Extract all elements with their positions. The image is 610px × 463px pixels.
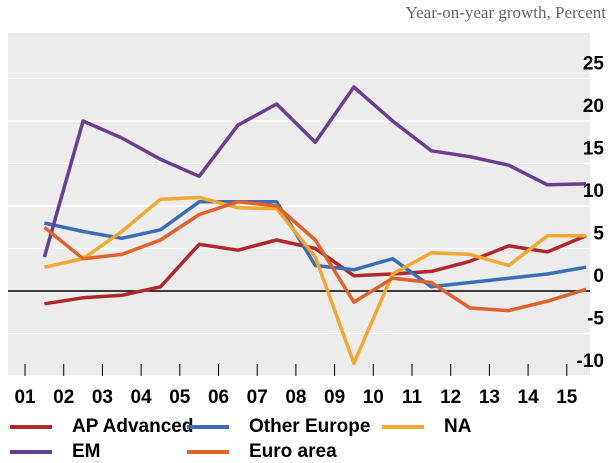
- y-tick-label: 25: [583, 54, 605, 75]
- y-tick-label: 15: [583, 139, 605, 160]
- plot-background: [8, 33, 590, 376]
- chart-subtitle: Year-on-year growth, Percent: [406, 3, 607, 22]
- x-tick-label: 12: [440, 387, 461, 408]
- y-tick-label: 20: [583, 96, 604, 117]
- series-line: [43, 200, 587, 313]
- x-tick-label: 14: [518, 387, 540, 408]
- series-line: [44, 195, 587, 366]
- x-tick-label: 13: [479, 387, 500, 408]
- legend-label: Euro area: [249, 441, 337, 462]
- x-tick-label: 07: [247, 387, 268, 408]
- y-tick-label: -10: [577, 351, 604, 372]
- x-tick-label: 01: [14, 387, 36, 408]
- y-tick-label: -5: [587, 309, 604, 330]
- y-tick-label: 5: [593, 224, 604, 245]
- x-tick-label: 02: [53, 387, 74, 408]
- x-tick-label: 10: [363, 387, 384, 408]
- x-tick-label: 09: [324, 387, 345, 408]
- x-tick-label: 11: [402, 387, 423, 408]
- y-tick-label: 10: [583, 181, 604, 202]
- legend-label: NA: [444, 416, 472, 437]
- legend-label: EM: [72, 441, 101, 462]
- legend-label: Other Europe: [249, 416, 370, 437]
- x-tick-label: 06: [208, 387, 229, 408]
- series-line: [44, 234, 587, 306]
- x-tick-label: 08: [285, 387, 306, 408]
- x-tick-label: 03: [92, 387, 113, 408]
- x-tick-label: 05: [169, 387, 191, 408]
- series-line: [44, 200, 587, 289]
- series-line: [42, 85, 587, 258]
- x-tick-label: 04: [131, 387, 153, 408]
- y-tick-label: 0: [593, 266, 604, 287]
- legend-label: AP Advanced: [72, 416, 193, 437]
- x-tick-label: 15: [556, 387, 578, 408]
